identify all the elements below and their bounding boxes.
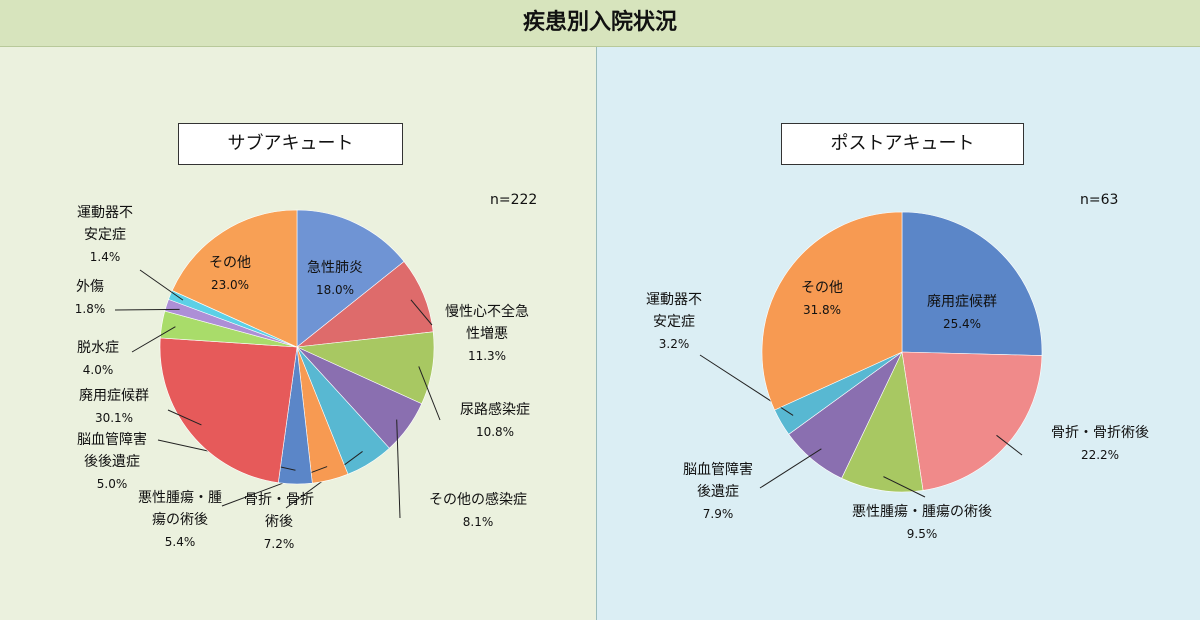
category-label: 急性肺炎 [307, 260, 363, 276]
category-label: 脳血管障害 後遺症 [683, 462, 753, 500]
pie-slice [901, 351, 1043, 491]
value-label: 9.5% [906, 527, 938, 541]
pie-slice [901, 211, 1043, 356]
chart-title: ポストアキュート [781, 123, 1024, 165]
page-title: 疾患別入院状況 [0, 0, 1200, 47]
leader-line [410, 299, 433, 326]
category-label: 慢性心不全急 性増悪 [445, 304, 529, 342]
leader-line [996, 434, 1023, 456]
pie-slice [159, 337, 298, 484]
slice-label: 尿路感染症 10.8% [460, 399, 530, 443]
slice-label: 悪性腫瘍・腫 瘍の術後 5.4% [138, 487, 222, 553]
leader-line [883, 476, 926, 498]
slice-label: 慢性心不全急 性増悪 11.3% [445, 301, 529, 367]
category-label: 運動器不 安定症 [77, 205, 133, 243]
leader-line [396, 419, 401, 519]
category-label: 脳血管障害 後後遺症 [77, 432, 147, 470]
slice-label: 脳血管障害 後遺症 7.9% [683, 459, 753, 525]
sample-size: n=222 [490, 192, 538, 208]
category-label: その他 [801, 280, 843, 296]
category-label: 悪性腫瘍・腫瘍の術後 [852, 504, 992, 520]
category-label: その他の感染症 [429, 492, 527, 508]
leader-line [759, 448, 822, 489]
slice-label: 運動器不 安定症 3.2% [646, 289, 702, 355]
chart-title: サブアキュート [178, 123, 403, 165]
slice-label: 骨折・骨折術後 22.2% [1051, 422, 1149, 466]
value-label: 4.0% [82, 363, 114, 377]
value-label: 8.1% [462, 515, 494, 529]
category-label: 骨折・骨折術後 [1051, 425, 1149, 441]
category-label: 運動器不 安定症 [646, 292, 702, 330]
slice-label: 脳血管障害 後後遺症 5.0% [77, 429, 147, 495]
slice-label: その他 23.0% [209, 252, 251, 296]
value-label: 31.8% [802, 303, 842, 317]
leader-line [167, 409, 202, 426]
value-label: 11.3% [467, 349, 507, 363]
leader-line [114, 308, 180, 311]
value-label: 22.2% [1080, 448, 1120, 462]
category-label: 廃用症候群 [927, 294, 997, 310]
category-label: 尿路感染症 [460, 402, 530, 418]
slice-label: 外傷 1.8% [75, 276, 106, 320]
slice-label: その他の感染症 8.1% [429, 489, 527, 533]
slice-label: 廃用症候群 30.1% [79, 385, 149, 429]
leader-line [139, 269, 184, 301]
value-label: 5.4% [164, 535, 196, 549]
slice-label: 悪性腫瘍・腫瘍の術後 9.5% [852, 501, 992, 545]
value-label: 25.4% [942, 317, 982, 331]
value-label: 10.8% [475, 425, 515, 439]
value-label: 7.9% [702, 507, 734, 521]
value-label: 1.8% [74, 302, 106, 316]
pie-slice [761, 211, 903, 411]
slice-label: 廃用症候群 25.4% [927, 291, 997, 335]
leader-line [418, 366, 441, 421]
pie-slice [296, 209, 405, 348]
slice-label: 骨折・骨折 術後 7.2% [244, 489, 314, 555]
value-label: 30.1% [94, 411, 134, 425]
value-label: 23.0% [210, 278, 250, 292]
category-label: 脱水症 [77, 340, 119, 356]
category-label: 悪性腫瘍・腫 瘍の術後 [138, 490, 222, 528]
value-label: 18.0% [315, 283, 355, 297]
slice-label: 脱水症 4.0% [77, 337, 119, 381]
slice-label: 急性肺炎 18.0% [307, 257, 363, 301]
category-label: その他 [209, 255, 251, 271]
pie-slice [841, 350, 924, 493]
slice-label: その他 31.8% [801, 277, 843, 321]
leader-line [131, 326, 176, 353]
value-label: 1.4% [89, 250, 121, 264]
value-label: 7.2% [263, 537, 295, 551]
pie-slice [171, 209, 298, 348]
category-label: 骨折・骨折 術後 [244, 492, 314, 530]
value-label: 3.2% [658, 337, 690, 351]
category-label: 外傷 [76, 279, 104, 295]
value-label: 5.0% [96, 477, 128, 491]
category-label: 廃用症候群 [79, 388, 149, 404]
slice-label: 運動器不 安定症 1.4% [77, 202, 133, 268]
sample-size: n=63 [1080, 192, 1119, 208]
